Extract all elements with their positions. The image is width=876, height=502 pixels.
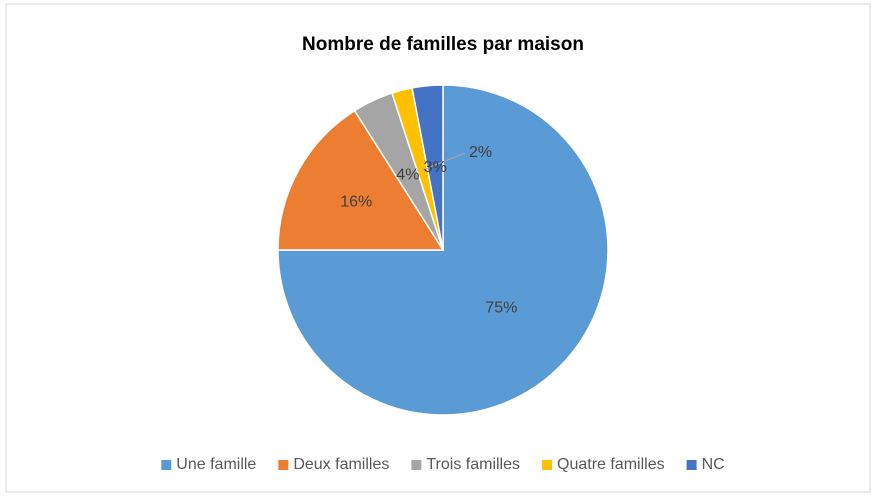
- legend-swatch: [686, 460, 697, 470]
- data-label: 2%: [469, 144, 492, 161]
- legend-label: Quatre familles: [557, 456, 665, 473]
- pie-slice: [277, 84, 609, 416]
- chart-title: Nombre de familles par maison: [302, 34, 584, 55]
- legend-label: Trois familles: [426, 456, 520, 473]
- data-label: 3%: [424, 159, 447, 176]
- legend-label: NC: [702, 456, 725, 473]
- legend-label: Une famille: [176, 456, 256, 473]
- pie-slice: [411, 84, 444, 251]
- legend-swatch: [411, 460, 422, 470]
- legend-swatch: [278, 460, 289, 470]
- legend-swatch: [161, 460, 172, 470]
- data-label: 4%: [396, 167, 419, 184]
- leader-line: [422, 152, 466, 171]
- legend-label: Deux familles: [293, 456, 389, 473]
- data-label: 75%: [485, 300, 517, 317]
- data-label: 16%: [340, 194, 372, 211]
- pie-slice: [277, 109, 445, 251]
- legend-swatch: [542, 460, 552, 470]
